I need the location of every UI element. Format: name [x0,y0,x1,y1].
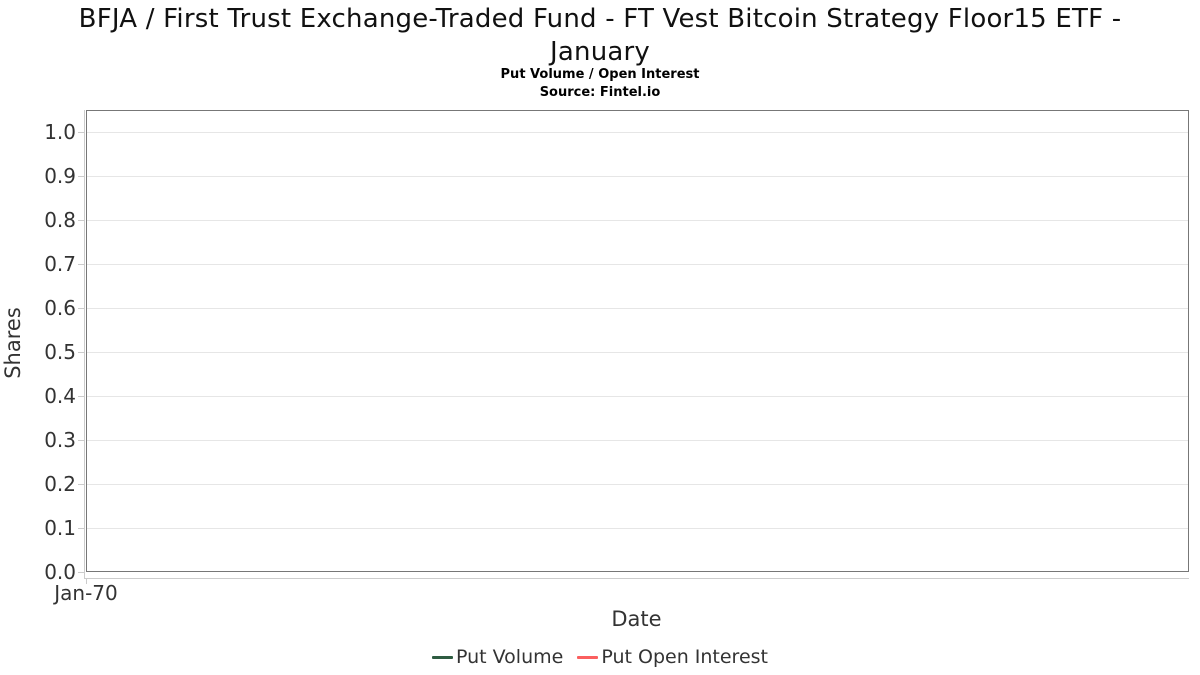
gridline [87,396,1188,397]
x-axis-tick-mark [86,578,87,584]
gridline [87,308,1188,309]
y-tick-mark [78,572,85,573]
y-tick-mark [78,528,85,529]
legend: Put Volume Put Open Interest [0,646,1200,668]
gridline [87,176,1188,177]
source-note: Source: Fintel.io [539,85,661,100]
x-tick-label: Jan-70 [54,581,118,605]
y-tick-mark [78,396,85,397]
y-tick-mark [78,484,85,485]
x-axis-line [84,578,1189,579]
y-tick-mark [78,264,85,265]
y-axis-title: Shares [1,307,25,379]
gridline [87,352,1188,353]
gridline [87,264,1188,265]
y-tick-mark [78,176,85,177]
chart-title: BFJA / First Trust Exchange-Traded Fund … [78,4,1122,67]
y-tick-label: 0.6 [44,296,76,320]
y-tick-label: 0.5 [44,340,76,364]
y-tick-label: 1.0 [44,120,76,144]
legend-label: Put Open Interest [601,646,768,668]
y-tick-mark [78,308,85,309]
y-tick-label: 0.3 [44,428,76,452]
legend-item-put-open-interest[interactable]: Put Open Interest [577,646,768,668]
y-tick-mark [78,352,85,353]
put-open-interest-line-icon [577,655,599,659]
gridline [87,440,1188,441]
y-tick-label: 0.8 [44,208,76,232]
y-tick-mark [78,440,85,441]
y-tick-label: 0.4 [44,384,76,408]
y-tick-mark [78,220,85,221]
put-volume-line-icon [432,655,453,659]
gridline [87,220,1188,221]
y-tick-label: 0.1 [44,516,76,540]
y-tick-label: 0.2 [44,472,76,496]
x-axis-title: Date [611,607,662,631]
y-tick-label: 0.7 [44,252,76,276]
chart-subtitle: Put Volume / Open Interest [500,67,700,82]
legend-item-put-volume[interactable]: Put Volume [432,646,563,668]
gridline [87,484,1188,485]
gridline [87,528,1188,529]
y-tick-label: 0.0 [44,560,76,584]
y-tick-mark [78,132,85,133]
y-axis-line [84,110,85,578]
plot-area [86,110,1189,572]
gridline [87,132,1188,133]
legend-label: Put Volume [456,646,564,668]
y-tick-label: 0.9 [44,164,76,188]
